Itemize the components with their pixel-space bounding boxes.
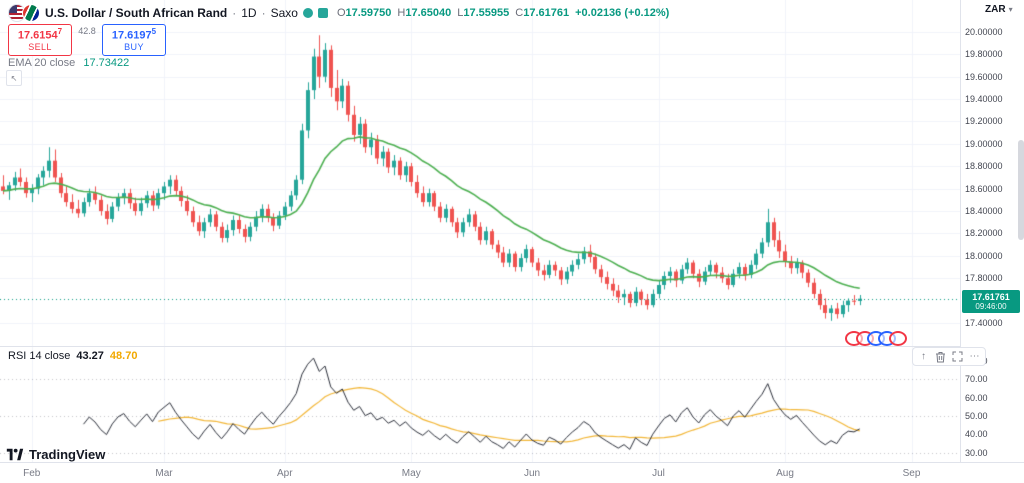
pane-more-icon[interactable]: ⋯ [969, 351, 980, 362]
time-axis-label: Aug [776, 468, 794, 479]
low-label: L [457, 7, 464, 19]
separator: · [232, 6, 237, 20]
pane-controls: ↑ ⋯ [912, 347, 986, 366]
chart-drawing-sticker[interactable] [845, 331, 907, 346]
sell-button[interactable]: 17.61547 SELL [8, 24, 72, 56]
ema-legend[interactable]: EMA 20 close 17.73422 [8, 57, 129, 69]
open-label: O [336, 7, 346, 19]
time-axis-label: May [401, 468, 421, 479]
currency-caret-icon[interactable]: ▾ [1008, 5, 1013, 14]
axis-scrollbar[interactable] [1018, 0, 1024, 462]
buy-label: BUY [124, 41, 144, 52]
high-value: 17.65040 [405, 7, 452, 19]
interval-label[interactable]: 1D [241, 6, 257, 20]
tradingview-brand-text: TradingView [29, 447, 106, 462]
rsi-legend-value: 43.27 [76, 350, 104, 362]
chart-type-icon[interactable] [317, 8, 328, 18]
price-tick-label: 18.00000 [965, 250, 1003, 261]
rsi-tick-label: 70.00 [965, 374, 988, 385]
last-price-badge: 17.61761 09:46:00 [962, 289, 1020, 314]
trade-widget: 17.61547 SELL 42.8 17.61975 BUY [8, 24, 166, 56]
ema-legend-name: EMA 20 close [8, 57, 76, 69]
sell-label: SELL [28, 41, 52, 52]
rsi-chart-canvas[interactable] [0, 346, 960, 462]
rsi-signal-value: 48.70 [109, 350, 138, 362]
market-status-dot-icon[interactable] [302, 8, 313, 18]
separator: · [261, 6, 266, 20]
price-axis[interactable]: ZAR ▾ 17.61761 09:46:00 20.00000 19.80000… [960, 0, 1024, 462]
bar-countdown: 09:46:00 [975, 302, 1007, 312]
tradingview-watermark[interactable]: TradingView [6, 447, 105, 462]
price-tick-label: 19.60000 [965, 71, 1003, 82]
open-value: 17.59750 [345, 7, 392, 19]
price-tick-label: 18.20000 [965, 228, 1003, 239]
pane-divider[interactable] [0, 346, 960, 347]
scrollbar-thumb[interactable] [1018, 140, 1024, 240]
price-tick-label: 19.20000 [965, 116, 1003, 127]
ohlc-readout: O17.59750 H17.65040 L17.55955 C17.61761 … [337, 7, 669, 19]
tradingview-logo-icon [6, 448, 24, 461]
buy-price: 17.6197 [111, 29, 152, 42]
price-chart-canvas[interactable] [0, 0, 960, 346]
price-tick-label: 18.40000 [965, 206, 1003, 217]
time-axis-label: Jun [523, 468, 541, 479]
rsi-tick-label: 40.00 [965, 429, 988, 440]
pane-maximize-icon[interactable] [950, 349, 965, 364]
spread-value: 42.8 [78, 26, 96, 36]
ema-legend-value: 17.73422 [83, 57, 130, 69]
sell-price-sup: 7 [57, 27, 63, 36]
sell-price: 17.6154 [17, 29, 58, 42]
time-axis-label: Apr [276, 468, 293, 479]
close-value: 17.61761 [523, 7, 570, 19]
price-tick-label: 19.80000 [965, 49, 1003, 60]
buy-price-sup: 5 [151, 27, 157, 36]
price-tick-label: 17.80000 [965, 273, 1003, 284]
rsi-tick-label: 50.00 [965, 410, 988, 421]
time-axis-label: Sep [902, 468, 921, 479]
high-label: H [397, 7, 406, 19]
currency-label[interactable]: ZAR [985, 4, 1006, 15]
time-axis-label: Jul [652, 468, 665, 479]
rsi-tick-label: 60.00 [965, 392, 988, 403]
symbol-legend[interactable]: U.S. Dollar / South African Rand · 1D · … [8, 4, 669, 22]
price-tick-label: 20.00000 [965, 26, 1003, 37]
time-axis-label: Feb [23, 468, 41, 479]
price-tick-label: 18.60000 [965, 183, 1003, 194]
buy-button[interactable]: 17.61975 BUY [102, 24, 166, 56]
close-label: C [515, 7, 524, 19]
symbol-title[interactable]: U.S. Dollar / South African Rand [45, 6, 228, 20]
time-axis-label: Mar [155, 468, 173, 479]
pane-move-up-icon[interactable]: ↑ [921, 351, 926, 362]
za-flag-icon [22, 4, 40, 22]
last-price-value: 17.61761 [972, 291, 1010, 302]
low-value: 17.55955 [463, 7, 510, 19]
symbol-flags [8, 4, 40, 22]
price-tick-label: 19.00000 [965, 138, 1003, 149]
rsi-tick-label: 30.00 [965, 447, 988, 458]
price-tick-label: 18.80000 [965, 161, 1003, 172]
time-axis[interactable]: Feb Mar Apr May Jun Jul Aug Sep [0, 462, 1024, 483]
price-tick-label: 17.40000 [965, 318, 1003, 329]
rsi-legend-name: RSI 14 close [8, 350, 71, 362]
rsi-legend[interactable]: RSI 14 close 43.27 48.70 [8, 350, 137, 362]
pane-delete-icon[interactable] [933, 349, 948, 364]
exchange-label[interactable]: Saxo [270, 6, 298, 20]
price-tick-label: 19.40000 [965, 94, 1003, 105]
change-value: +0.02136 (+0.12%) [575, 7, 670, 19]
legend-collapse-icon[interactable]: ↖ [6, 70, 22, 86]
